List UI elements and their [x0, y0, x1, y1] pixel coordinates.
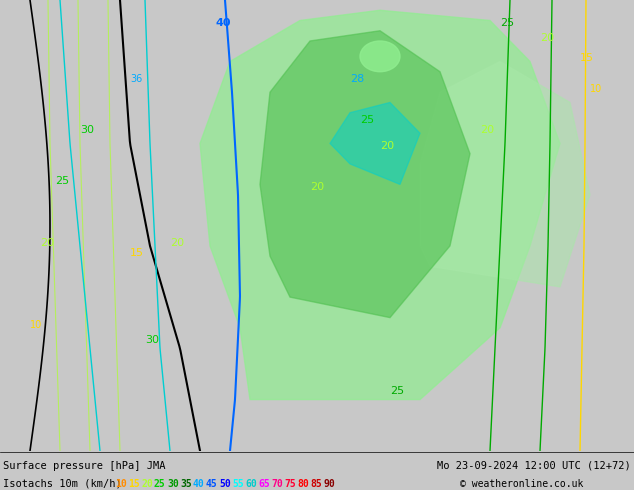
Polygon shape	[260, 31, 470, 318]
Text: 35: 35	[180, 479, 191, 489]
Text: 80: 80	[297, 479, 309, 489]
Ellipse shape	[360, 41, 400, 72]
Text: 10: 10	[590, 84, 602, 94]
Text: 20: 20	[480, 125, 494, 135]
Text: 15: 15	[128, 479, 139, 489]
Text: 20: 20	[141, 479, 153, 489]
Text: © weatheronline.co.uk: © weatheronline.co.uk	[460, 479, 583, 489]
Text: 70: 70	[271, 479, 283, 489]
Text: Surface pressure [hPa] JMA: Surface pressure [hPa] JMA	[3, 461, 165, 471]
Text: 20: 20	[540, 33, 554, 43]
Text: 20: 20	[380, 141, 394, 150]
Text: 30: 30	[167, 479, 179, 489]
Text: 40: 40	[193, 479, 205, 489]
Text: 75: 75	[284, 479, 295, 489]
Text: 36: 36	[130, 74, 142, 84]
Text: 30: 30	[80, 125, 94, 135]
Text: 20: 20	[310, 181, 324, 192]
Text: 50: 50	[219, 479, 231, 489]
Text: 25: 25	[154, 479, 165, 489]
Text: 20: 20	[40, 238, 54, 248]
Text: 60: 60	[245, 479, 257, 489]
Text: 25: 25	[360, 115, 374, 125]
Polygon shape	[420, 61, 590, 287]
Text: Isotachs 10m (km/h): Isotachs 10m (km/h)	[3, 479, 122, 489]
Polygon shape	[330, 102, 420, 184]
Text: 90: 90	[323, 479, 335, 489]
Text: 28: 28	[350, 74, 365, 84]
Text: 20: 20	[170, 238, 184, 248]
Text: 10: 10	[115, 479, 127, 489]
Text: 25: 25	[500, 18, 514, 27]
Text: 45: 45	[206, 479, 217, 489]
Text: 10: 10	[30, 320, 42, 330]
Text: 25: 25	[55, 176, 69, 186]
Text: 15: 15	[130, 248, 144, 258]
Text: 30: 30	[145, 335, 159, 345]
Text: 25: 25	[390, 387, 404, 396]
Text: 15: 15	[580, 53, 594, 64]
Text: Mo 23-09-2024 12:00 UTC (12+72): Mo 23-09-2024 12:00 UTC (12+72)	[437, 461, 631, 471]
Text: 85: 85	[310, 479, 321, 489]
Text: 40: 40	[215, 18, 231, 27]
Text: 65: 65	[258, 479, 269, 489]
Text: 55: 55	[232, 479, 243, 489]
Polygon shape	[200, 10, 560, 399]
